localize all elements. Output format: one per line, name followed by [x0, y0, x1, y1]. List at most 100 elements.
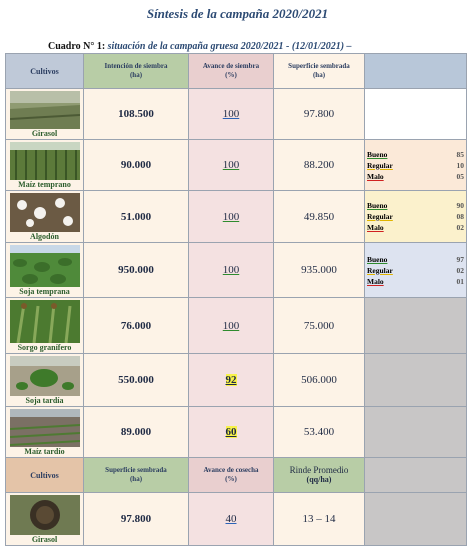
table-row: Maíz tardío 89.000 60 53.400: [5, 406, 467, 458]
algodon-photo-icon: [9, 192, 80, 232]
table-caption: Cuadro N° 1: situación de la campaña gru…: [48, 41, 352, 52]
maiz-tardio-photo-icon: [9, 408, 80, 447]
quality-good: Bueno 90: [367, 201, 464, 210]
header-intencion: Intención de siembra (ha): [83, 53, 189, 89]
superficie-cell: 53.400: [273, 406, 365, 458]
girasol-harvest-photo-icon: [9, 494, 80, 535]
crop-name: Sorgo granífero: [17, 342, 72, 352]
crop-cell: Algodón: [5, 190, 84, 243]
superficie-cell: 75.000: [273, 297, 365, 354]
superficie-cell: 506.000: [273, 353, 365, 407]
header2-superficie: Superficie sembrada (ha): [83, 457, 189, 493]
extra-cell: [364, 88, 467, 140]
extra-cell: [364, 297, 467, 354]
harvest-rinde-cell: 13 – 14: [273, 492, 365, 546]
quality-good: Bueno 85: [367, 149, 464, 159]
crop-name: Maíz temprano: [18, 179, 71, 189]
table-row: Girasol 97.800 40 13 – 14: [5, 492, 467, 546]
table-row: Sorgo granífero 76.000 100 75.000: [5, 297, 467, 354]
table-row: Girasol 108.500 100 97.800: [5, 88, 467, 140]
crop-name: Soja tardía: [25, 395, 64, 405]
maiz-photo-icon: [9, 141, 80, 180]
quality-bad: Malo 01: [367, 276, 464, 286]
superficie-cell: 88.200: [273, 139, 365, 191]
header-superficie: Superficie sembrada (ha): [273, 53, 365, 89]
crop-name: Soja temprana: [19, 286, 70, 296]
harvest-avance-cell: 40: [188, 492, 274, 546]
avance-value: 100: [222, 319, 240, 332]
intencion-cell: 76.000: [83, 297, 189, 354]
header-avance-label: Avance de siembra: [202, 62, 260, 70]
soja-tardia-photo-icon: [9, 355, 80, 396]
harvest-superficie-cell: 97.800: [83, 492, 189, 546]
crop-cell: Soja temprana: [5, 242, 84, 298]
header-extra: [364, 53, 467, 89]
crop-name: Girasol: [31, 534, 58, 544]
intencion-cell: 89.000: [83, 406, 189, 458]
header2-rinde: Rinde Promedio (qq/ha): [273, 457, 365, 493]
header2-avance: Avance de cosecha (%): [188, 457, 274, 493]
header2-avance-label: Avance de cosecha: [203, 466, 259, 474]
quality-list: Bueno 90 Regular 08 Malo 02: [366, 198, 466, 235]
header2-rinde-label: Rinde Promedio: [289, 465, 349, 475]
girasol-photo-icon: [9, 90, 80, 129]
intencion-cell: 550.000: [83, 353, 189, 407]
quality-regular: Regular 08: [367, 212, 464, 221]
quality-list: Bueno 97 Regular 02 Malo 01: [366, 252, 466, 289]
avance-value: 60: [225, 426, 237, 438]
avance-value: 100: [222, 264, 240, 276]
harvest-header-row: Cultivos Superficie sembrada (ha) Avance …: [5, 457, 467, 493]
extra-cell: [364, 492, 467, 546]
intencion-cell: 51.000: [83, 190, 189, 243]
header-intencion-unit: (ha): [129, 71, 143, 79]
header2-avance-unit: (%): [225, 475, 237, 483]
quality-cell: Bueno 90 Regular 08 Malo 02: [364, 190, 467, 243]
table-row: Soja tardía 550.000 92 506.000: [5, 353, 467, 407]
header2-superficie-unit: (ha): [129, 475, 143, 483]
avance-cell: 92: [188, 353, 274, 407]
sorgo-photo-icon: [9, 299, 80, 343]
quality-cell: Bueno 97 Regular 02 Malo 01: [364, 242, 467, 298]
extra-cell: [364, 353, 467, 407]
quality-cell: Bueno 85 Regular 10 Malo 05: [364, 139, 467, 191]
quality-regular: Regular 10: [367, 160, 464, 170]
header2-cultivos: Cultivos: [5, 457, 84, 493]
header-avance-unit: (%): [225, 71, 237, 79]
crop-cell: Girasol: [5, 492, 84, 546]
quality-bad: Malo 02: [367, 223, 464, 232]
superficie-cell: 935.000: [273, 242, 365, 298]
crop-cell: Sorgo granífero: [5, 297, 84, 354]
avance-cell: 100: [188, 190, 274, 243]
campaign-table: Cultivos Intención de siembra (ha) Avance…: [5, 53, 467, 546]
header-superficie-unit: (ha): [312, 71, 326, 79]
intencion-cell: 108.500: [83, 88, 189, 140]
header-avance: Avance de siembra (%): [188, 53, 274, 89]
avance-cell: 60: [188, 406, 274, 458]
header2-rinde-unit: (qq/ha): [306, 475, 332, 484]
header2-extra: [364, 457, 467, 493]
soja-photo-icon: [9, 244, 80, 287]
header-cultivos: Cultivos: [5, 53, 84, 89]
intencion-cell: 950.000: [83, 242, 189, 298]
crop-cell: Soja tardía: [5, 353, 84, 407]
header2-superficie-label: Superficie sembrada: [105, 466, 167, 474]
table-row: Soja temprana 950.000 100 935.000 Bueno 9…: [5, 242, 467, 298]
extra-cell: [364, 406, 467, 458]
caption-prefix: Cuadro N° 1:: [48, 41, 108, 52]
harvest-avance-value: 40: [225, 513, 237, 525]
quality-regular: Regular 02: [367, 265, 464, 275]
crop-cell: Maíz tardío: [5, 406, 84, 458]
avance-cell: 100: [188, 297, 274, 354]
intencion-cell: 90.000: [83, 139, 189, 191]
avance-cell: 100: [188, 139, 274, 191]
caption-text: situación de la campaña gruesa 2020/2021…: [107, 41, 352, 52]
table-row: Maíz temprano 90.000 100 88.200 Bueno 85 …: [5, 139, 467, 191]
avance-cell: 100: [188, 88, 274, 140]
avance-value: 100: [222, 210, 240, 223]
crop-name: Maíz tardío: [24, 446, 65, 456]
header-intencion-label: Intención de siembra: [104, 62, 168, 70]
avance-value: 100: [222, 108, 240, 120]
table-header-row: Cultivos Intención de siembra (ha) Avance…: [5, 53, 467, 89]
superficie-cell: 49.850: [273, 190, 365, 243]
crop-cell: Girasol: [5, 88, 84, 140]
